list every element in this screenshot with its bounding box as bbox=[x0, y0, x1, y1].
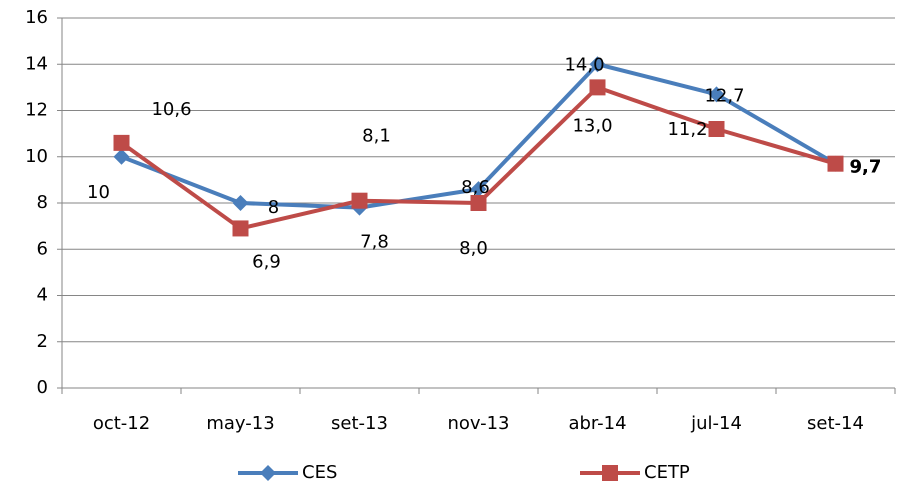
y-tick-label: 0 bbox=[37, 377, 48, 398]
x-tick-label: set-13 bbox=[331, 413, 388, 434]
legend-label: CES bbox=[302, 462, 337, 483]
data-label: 8,0 bbox=[459, 238, 488, 259]
y-tick-label: 4 bbox=[37, 285, 48, 306]
marker bbox=[708, 86, 725, 103]
marker bbox=[351, 192, 368, 209]
data-label: 10 bbox=[87, 182, 110, 203]
y-tick-label: 2 bbox=[37, 331, 48, 352]
marker bbox=[113, 134, 130, 151]
marker bbox=[708, 121, 725, 137]
data-label: 12,7 bbox=[704, 85, 744, 106]
data-label: 10,6 bbox=[151, 99, 191, 120]
marker bbox=[232, 195, 249, 211]
data-label: 11,2 bbox=[667, 119, 707, 140]
marker bbox=[589, 56, 606, 73]
x-tick-label: may-13 bbox=[206, 413, 274, 434]
data-label: 8 bbox=[268, 197, 279, 218]
marker bbox=[827, 155, 844, 172]
data-label: 9,7 bbox=[850, 157, 882, 178]
marker bbox=[232, 220, 249, 237]
x-tick-label: oct-12 bbox=[93, 413, 150, 434]
data-label: 13,0 bbox=[572, 115, 612, 136]
x-tick-label: nov-13 bbox=[448, 413, 510, 434]
data-label: 7,8 bbox=[360, 232, 389, 253]
legend-marker bbox=[602, 465, 618, 481]
data-label: 9,7 bbox=[850, 157, 882, 178]
data-label: 14,0 bbox=[564, 54, 604, 75]
y-tick-label: 16 bbox=[25, 7, 48, 28]
legend-marker bbox=[260, 465, 276, 481]
y-tick-label: 6 bbox=[37, 238, 48, 259]
y-tick-label: 12 bbox=[25, 100, 48, 121]
marker bbox=[589, 79, 606, 96]
y-tick-label: 14 bbox=[25, 53, 48, 74]
x-tick-label: jul-14 bbox=[690, 413, 742, 434]
x-tick-label: abr-14 bbox=[568, 413, 626, 434]
y-tick-label: 8 bbox=[37, 192, 48, 213]
marker bbox=[470, 195, 487, 211]
data-label: 8,6 bbox=[461, 177, 490, 198]
data-label: 6,9 bbox=[252, 251, 281, 272]
legend-label: CETP bbox=[644, 462, 690, 483]
data-label: 8,1 bbox=[362, 126, 391, 147]
marker bbox=[470, 181, 487, 198]
y-tick-label: 10 bbox=[25, 146, 48, 167]
x-tick-label: set-14 bbox=[807, 413, 864, 434]
marker bbox=[113, 148, 130, 165]
